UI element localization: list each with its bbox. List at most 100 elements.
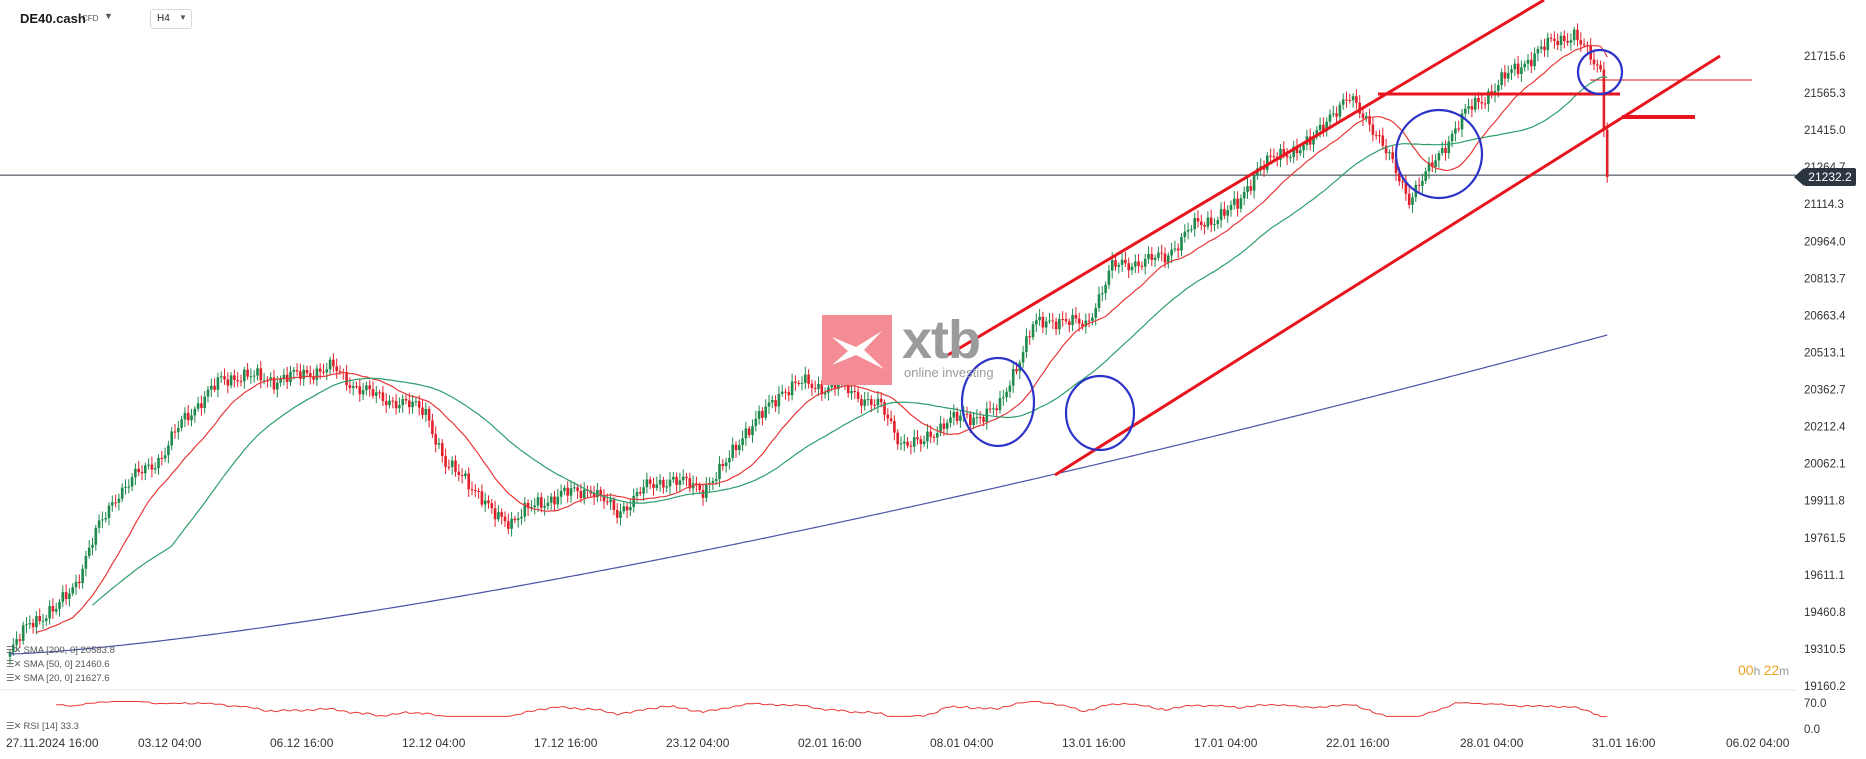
candle <box>328 356 332 375</box>
candle-body <box>183 412 187 420</box>
candle-body <box>368 385 371 390</box>
candle-body <box>559 490 563 497</box>
candle <box>21 621 25 645</box>
candle <box>111 495 114 512</box>
candle-body <box>1011 368 1015 386</box>
x-tick-label: 06.12 16:00 <box>270 736 334 750</box>
candle-body <box>1407 193 1411 205</box>
candle-body <box>1005 391 1008 398</box>
candle-body <box>31 623 35 628</box>
candle <box>1569 33 1573 51</box>
candle <box>216 372 220 398</box>
candle <box>899 436 903 450</box>
candle-body <box>1120 259 1124 265</box>
candle <box>797 380 800 387</box>
candle-body <box>1378 135 1381 137</box>
candle <box>886 408 890 426</box>
x-tick-label: 06.02 04:00 <box>1726 736 1790 750</box>
candle-body <box>470 489 474 491</box>
candle-body <box>615 509 619 518</box>
legend-settings-icon[interactable]: ☰✕ <box>6 673 22 684</box>
legend-sma200[interactable]: ☰✕ SMA [200, 0] 20583.8 <box>6 645 115 656</box>
chevron-down-icon[interactable]: ▼ <box>104 11 113 21</box>
candle <box>1219 202 1223 228</box>
candle-body <box>1398 173 1401 182</box>
candle <box>177 420 180 440</box>
candle-body <box>1348 99 1352 101</box>
candle <box>909 441 913 455</box>
candle-body <box>1487 91 1490 104</box>
symbol-name[interactable]: DE40.cash <box>20 11 86 26</box>
legend-settings-icon[interactable]: ☰✕ <box>6 721 22 732</box>
candle <box>411 394 414 414</box>
sma50-line <box>92 76 1608 606</box>
candle-body <box>328 359 332 370</box>
candle <box>813 380 817 393</box>
candle <box>394 393 398 415</box>
candle <box>1417 177 1421 193</box>
candle-body <box>787 392 791 396</box>
candle <box>1361 108 1365 127</box>
candle-body <box>1592 59 1596 65</box>
moving-averages <box>9 44 1608 655</box>
candle-body <box>1137 261 1140 266</box>
candle <box>31 618 35 634</box>
candle <box>447 459 451 471</box>
candle-body <box>1605 129 1609 177</box>
candle <box>378 389 381 399</box>
candle <box>1200 214 1203 231</box>
candle <box>84 550 88 577</box>
candle <box>586 485 589 498</box>
candle <box>543 498 546 516</box>
legend-settings-icon[interactable]: ☰✕ <box>6 659 22 670</box>
candle-body <box>1520 67 1523 75</box>
candle-body <box>632 495 635 508</box>
candle-body <box>84 556 88 569</box>
candle-body <box>1233 198 1236 205</box>
candle-body <box>936 432 939 438</box>
candle-body <box>1226 210 1229 216</box>
candle-body <box>724 462 728 467</box>
candle <box>213 378 216 393</box>
drawings[interactable] <box>947 0 1752 477</box>
candle <box>398 397 401 413</box>
candle-body <box>648 479 652 484</box>
candle-body <box>361 390 365 395</box>
legend-settings-icon[interactable]: ☰✕ <box>6 645 22 656</box>
candle-body <box>236 379 239 382</box>
candle-body <box>1500 72 1503 86</box>
candle-body <box>1374 134 1378 136</box>
candle <box>1229 200 1233 217</box>
candle <box>58 599 61 617</box>
candle-body <box>58 601 61 609</box>
candle <box>470 481 474 496</box>
candle <box>546 495 550 510</box>
candle-body <box>1503 72 1507 79</box>
candle-body <box>101 519 104 521</box>
candle-body <box>582 489 586 499</box>
legend-sma50[interactable]: ☰✕ SMA [50, 0] 21460.6 <box>6 659 110 670</box>
candle-body <box>909 445 913 447</box>
legend-rsi[interactable]: ☰✕ RSI [14] 33.3 <box>6 721 79 732</box>
candle-body <box>1058 318 1061 330</box>
candle <box>767 394 771 415</box>
candle-body <box>625 506 629 511</box>
candle <box>97 514 101 534</box>
candle <box>107 502 111 526</box>
candle <box>315 364 319 387</box>
candle <box>78 574 81 589</box>
y-tick-label: 21415.0 <box>1804 125 1846 137</box>
candle <box>599 486 602 502</box>
candle-body <box>1566 40 1569 43</box>
candle <box>302 364 305 386</box>
timeframe-select[interactable]: H4 ▼ <box>150 9 192 29</box>
candle <box>1404 175 1408 201</box>
candle-body <box>64 592 68 599</box>
candle <box>1054 317 1058 336</box>
candle <box>117 493 121 511</box>
candle-body <box>15 639 18 645</box>
candle-body <box>401 398 404 406</box>
candle-body <box>1516 63 1520 75</box>
legend-sma20[interactable]: ☰✕ SMA [20, 0] 21627.6 <box>6 673 110 684</box>
